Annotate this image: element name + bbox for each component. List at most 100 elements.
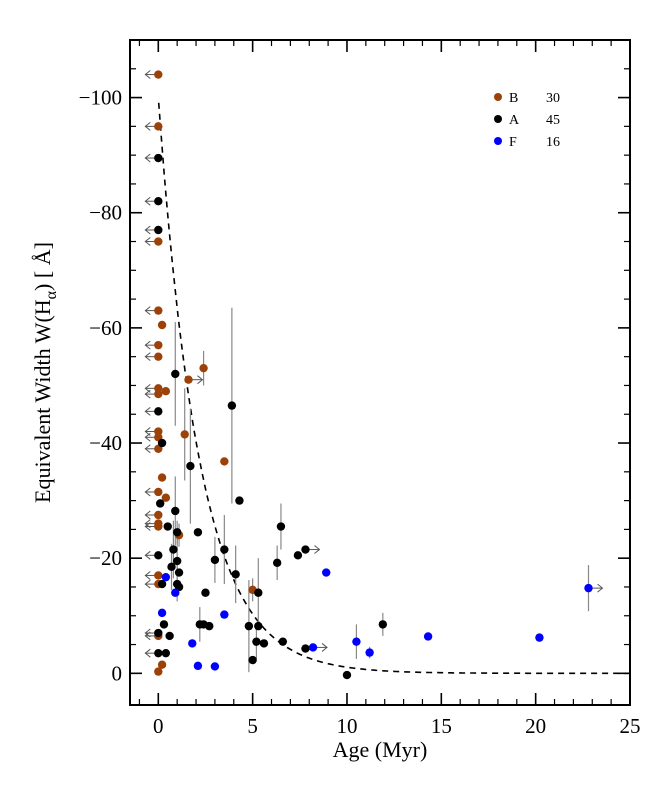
upper-limit-arrowhead [144, 237, 151, 246]
data-point-A [235, 496, 244, 505]
data-point-A [248, 655, 257, 665]
data-point-F [188, 639, 197, 648]
data-point-A [171, 506, 180, 516]
data-point-A [301, 644, 310, 653]
data-point-B [154, 487, 163, 497]
data-point-B [184, 375, 193, 384]
data-point-F [220, 610, 229, 619]
data-point-A [171, 369, 180, 379]
upper-limit-arrowhead [144, 579, 151, 589]
lower-limit-arrowhead [197, 375, 204, 385]
legend-label: A [509, 113, 520, 128]
data-point-B [180, 430, 189, 439]
error-bars [170, 307, 590, 673]
data-point-A [154, 225, 163, 235]
data-point-B [154, 122, 163, 131]
data-point-F [365, 648, 374, 657]
y-tick-label: −40 [89, 431, 122, 455]
legend-label: B [509, 91, 518, 106]
data-point-A [154, 197, 163, 206]
data-point-F [322, 568, 331, 577]
legend-marker-B [494, 93, 502, 101]
upper-limit-arrowhead [144, 225, 151, 235]
data-point-B [157, 473, 167, 482]
plot-frame [129, 39, 631, 706]
data-point-F [171, 588, 180, 597]
y-axis-label-tail: ) [ Å] [30, 242, 55, 291]
x-tick-label: 5 [247, 714, 258, 738]
data-point-A [169, 545, 178, 554]
data-point-A [155, 499, 165, 508]
data-point-A [154, 628, 163, 638]
data-point-A [210, 555, 220, 565]
legend-count: 16 [546, 135, 560, 150]
data-point-F [161, 572, 171, 582]
data-point-A [244, 621, 254, 631]
data-point-A [172, 528, 182, 537]
upper-limit-arrowhead [144, 389, 151, 399]
data-point-B [154, 389, 163, 399]
data-point-A [186, 461, 195, 471]
lower-limit-arrowhead [597, 583, 604, 593]
data-point-A [259, 639, 269, 648]
data-point-F [157, 608, 167, 618]
data-point-B [154, 571, 163, 580]
upper-limit-arrowhead [144, 432, 151, 442]
y-axis-label: Equivalent Width W(Hα) [ Å] [30, 242, 60, 503]
axis-ticks [130, 40, 631, 705]
data-point-A [205, 621, 214, 631]
data-point-F [535, 633, 544, 642]
data-point-A [342, 670, 352, 680]
data-point-F [584, 583, 593, 593]
data-point-B [154, 70, 163, 79]
data-point-A [157, 579, 167, 589]
data-point-A [276, 522, 286, 531]
data-point-A [231, 570, 240, 579]
upper-limit-arrowhead [144, 153, 151, 163]
upper-limit-arrowhead [144, 306, 151, 315]
data-point-A [201, 588, 210, 597]
upper-limit-arrowhead [144, 121, 151, 131]
data-point-A [154, 153, 163, 163]
data-point-A [378, 620, 388, 629]
legend-count: 30 [546, 91, 560, 106]
data-point-B [199, 363, 208, 373]
lower-limit-arrowhead [321, 643, 328, 652]
data-point-F [352, 637, 361, 646]
data-point-A [254, 588, 263, 597]
upper-limit-arrowhead [144, 444, 151, 454]
data-point-A [157, 438, 167, 448]
data-point-B [154, 340, 163, 350]
data-point-A [272, 558, 282, 567]
limit-arrows [144, 70, 604, 658]
data-point-A [172, 556, 182, 566]
data-point-B [220, 457, 229, 466]
data-point-F [193, 661, 203, 671]
x-tick-label: 25 [620, 714, 641, 738]
data-point-B [161, 493, 171, 502]
data-point-B [154, 306, 163, 315]
upper-limit-arrowhead [144, 550, 151, 560]
y-axis-label-subscript: α [43, 290, 60, 299]
upper-limit-arrowhead [144, 571, 151, 580]
data-point-B [157, 320, 167, 330]
y-tick-labels: 0 −20 −40 −60 −80 −100 [79, 86, 122, 686]
y-tick-label: −60 [89, 316, 122, 340]
data-point-B [154, 427, 163, 436]
data-point-B [154, 384, 163, 393]
data-point-B [154, 237, 163, 246]
data-point-B [161, 387, 171, 396]
model-dashed-curve [157, 102, 629, 675]
x-tick-label: 15 [431, 714, 452, 738]
y-tick-label: −80 [89, 201, 122, 225]
x-axis-label: Age (Myr) [333, 737, 428, 762]
upper-limit-arrowhead [144, 628, 151, 638]
x-tick-labels: 0 5 10 15 20 25 [153, 714, 640, 738]
data-point-A [165, 631, 174, 641]
data-point-A [159, 620, 169, 629]
data-point-A [254, 621, 263, 631]
y-tick-label: −20 [89, 546, 122, 570]
data-points [154, 70, 593, 680]
upper-limit-arrowhead [144, 510, 151, 520]
